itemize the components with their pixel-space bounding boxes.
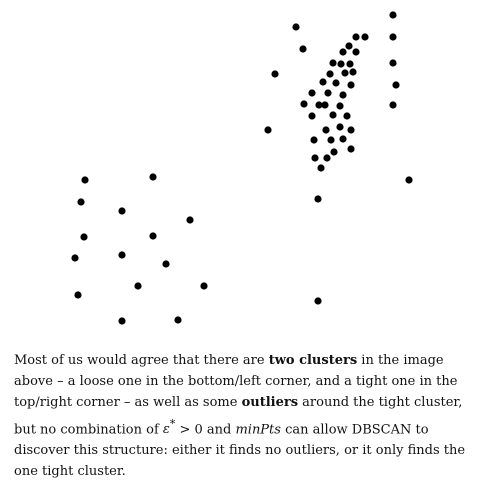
caption-emphasis-two-clusters: two clusters (268, 353, 358, 368)
tight-cluster-point (329, 59, 337, 67)
tight-cluster-point (346, 60, 354, 68)
outlier-point (389, 11, 397, 19)
tight-cluster-point (347, 126, 355, 134)
tight-cluster-point (324, 89, 332, 97)
epsilon-superscript: * (169, 417, 176, 431)
tight-cluster-point (361, 33, 369, 41)
tight-cluster-point (317, 164, 325, 172)
tight-cluster-point (339, 135, 347, 143)
caption-text: in the image above – a loose one in the … (14, 353, 458, 411)
epsilon-symbol: ε (162, 421, 170, 437)
tight-cluster-point (352, 48, 360, 56)
tight-cluster-point (332, 79, 340, 87)
loose-cluster-point (80, 233, 88, 241)
tight-cluster-point (315, 101, 323, 109)
loose-cluster-point (118, 317, 126, 325)
minpts-term: minPts (235, 421, 281, 437)
tight-cluster-point (311, 154, 319, 162)
tight-cluster-point (336, 123, 344, 131)
tight-cluster-point (345, 42, 353, 50)
tight-cluster-point (319, 78, 327, 86)
outlier-point (299, 45, 307, 53)
tight-cluster-point (347, 81, 355, 89)
loose-cluster-point (134, 282, 142, 290)
tight-cluster-point (341, 69, 349, 77)
outlier-point (314, 297, 322, 305)
tight-cluster-point (352, 33, 360, 41)
loose-cluster-point (149, 173, 157, 181)
tight-cluster-point (308, 89, 316, 97)
loose-cluster-point (186, 216, 194, 224)
outlier-point (292, 23, 300, 31)
outlier-point (405, 176, 413, 184)
tight-cluster-point (322, 126, 330, 134)
outlier-points (264, 11, 413, 305)
loose-cluster-point (149, 232, 157, 240)
figure-caption: Most of us would agree that there are tw… (14, 350, 486, 483)
tight-cluster-point (321, 101, 329, 109)
tight-cluster-point (300, 100, 308, 108)
tight-cluster-point (337, 60, 345, 68)
tight-cluster (300, 33, 369, 172)
loose-cluster-point (74, 291, 82, 299)
tight-cluster-point (326, 70, 334, 78)
loose-cluster-point (71, 254, 79, 262)
tight-cluster-point (308, 112, 316, 120)
caption-text: > 0 and (175, 421, 236, 437)
cluster-scatter-figure (71, 11, 413, 325)
loose-cluster-point (81, 176, 89, 184)
outlier-point (314, 195, 322, 203)
caption-text: around the tight cluster, but no combina… (14, 395, 463, 437)
loose-cluster-point (77, 198, 85, 206)
tight-cluster-point (327, 136, 335, 144)
caption-emphasis-outliers: outliers (241, 395, 299, 411)
tight-cluster-point (349, 68, 357, 76)
outlier-point (264, 126, 272, 134)
loose-cluster-point (118, 251, 126, 259)
tight-cluster-point (339, 48, 347, 56)
outlier-point (389, 59, 397, 67)
loose-cluster-point (118, 207, 126, 215)
tight-cluster-point (329, 111, 337, 119)
tight-cluster-point (330, 148, 338, 156)
tight-cluster-point (336, 102, 344, 110)
outlier-point (271, 70, 279, 78)
tight-cluster-point (339, 91, 347, 99)
outlier-point (389, 101, 397, 109)
caption-text: Most of us would agree that there are (14, 353, 269, 368)
tight-cluster-point (347, 145, 355, 153)
loose-cluster-point (200, 282, 208, 290)
tight-cluster-point (343, 112, 351, 120)
epsilon-expression: ε* (162, 418, 175, 437)
loose-cluster (71, 173, 208, 325)
tight-cluster-point (323, 154, 331, 162)
loose-cluster-point (174, 316, 182, 324)
outlier-point (389, 33, 397, 41)
outlier-point (392, 81, 400, 89)
tight-cluster-point (310, 136, 318, 144)
loose-cluster-point (162, 260, 170, 268)
